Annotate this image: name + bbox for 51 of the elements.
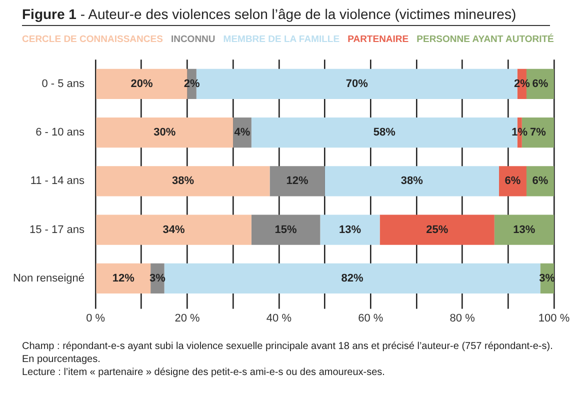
data-label: 13% [513,224,536,236]
data-label: 4% [234,126,250,139]
data-label: 25% [426,224,448,236]
data-label: 15% [274,224,298,236]
text: Champ : répondant-e-s ayant subi la violence sexuelle principale avant 18 ans et précisé l’auteur-e (757 répondant-e-s). En pourcentages. [22,340,554,366]
y-tick-label: 6 - 10 ans [36,126,86,139]
y-tick-label: Non renseigné [12,272,85,285]
bar [96,214,252,245]
x-tick-label: 0 % [86,312,106,324]
text: PERSONNE AYANT AUTORITÉ [416,34,554,45]
data-label: 82% [341,272,364,285]
data-label: 34% [162,224,186,236]
chart-title: Figure 1 - Auteur-e des violences selon l’âge de la violence (victimes mineures) [22,6,550,26]
x-tick-label: 40 % [266,312,292,324]
data-label: 38% [172,175,194,188]
bar [324,166,499,196]
bar [96,117,234,148]
text: MEMBRE DE LA FAMILLE [223,34,340,45]
x-tick-label: 100 % [538,312,570,324]
bar [270,166,325,196]
bar [494,214,554,245]
y-tick-label: 11 - 14 ans [30,175,86,188]
data-label: 30% [154,126,176,139]
data-label: 12% [112,272,135,285]
text: Lecture : l’item « partenaire » désigne des petit-e-s ami-e-s ou des amoureux-ses. [22,366,386,379]
data-label: 6% [532,78,548,90]
data-label: 13% [338,224,362,236]
bar [380,214,494,245]
data-label: 6% [504,175,521,188]
text: INCONNU [170,34,216,45]
data-label: 38% [400,175,424,188]
data-label: 7% [530,126,546,139]
bar [498,166,526,196]
bar [164,263,540,294]
data-label: 6% [532,175,548,188]
bar [96,166,270,196]
x-tick-label: 20 % [174,312,200,324]
bar [526,166,554,196]
bar [320,214,380,245]
data-label: 12% [286,175,308,188]
text: CERCLE DE CONNAISSANCES [22,34,163,45]
x-tick-label: 80 % [450,312,476,324]
bar [251,214,320,245]
y-tick-label: 15 - 17 ans [30,224,86,236]
data-label: 70% [346,78,368,90]
data-label: 58% [373,126,396,139]
bar [96,263,151,294]
x-tick-label: 60 % [358,312,384,324]
text: PARTENAIRE [348,34,409,45]
data-label: 20% [130,78,153,90]
y-tick-label: 0 - 5 ans [42,78,86,90]
